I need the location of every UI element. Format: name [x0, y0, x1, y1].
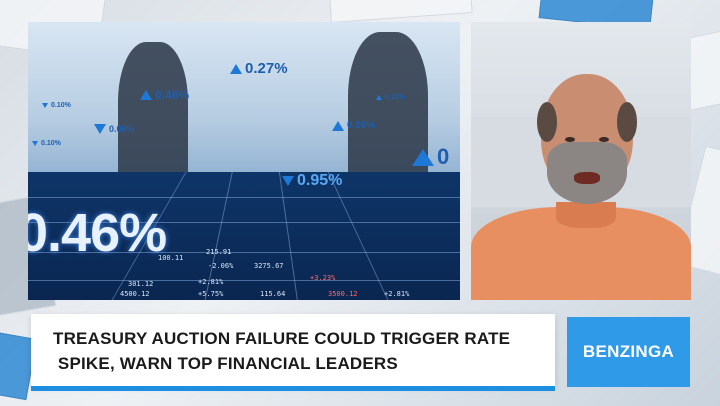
board-number: -2.06%: [208, 262, 234, 270]
brand-logo-box: BENZINGA: [567, 317, 690, 387]
board-number: +2.81%: [384, 290, 410, 298]
host-hair: [537, 102, 557, 142]
ticker-down: 0.95%: [282, 172, 342, 190]
board-number: 301.12: [128, 280, 154, 288]
ticker-down: 0.10%: [42, 102, 71, 109]
large-percent-display: 0.46%: [28, 203, 167, 263]
ticker-up: 0.06%: [332, 120, 375, 131]
down-arrow-icon: [282, 176, 294, 186]
host-mouth: [574, 172, 600, 184]
stock-market-image: 0.46% 0.27% 0.46% 0.08% 0.10% 0.10% 0.22…: [28, 22, 460, 300]
board-number: 115.64: [260, 290, 286, 298]
down-arrow-icon: [42, 103, 48, 108]
ticker-down: 0.10%: [32, 140, 61, 147]
board-number: 4500.12: [120, 290, 150, 298]
board-number: 3275.67: [254, 262, 284, 270]
up-arrow-icon: [412, 148, 434, 166]
headline-text: TREASURY AUCTION FAILURE COULD TRIGGER R…: [53, 326, 553, 376]
headline-line-2: SPIKE, WARN TOP FINANCIAL LEADERS: [53, 354, 398, 373]
headline-banner: TREASURY AUCTION FAILURE COULD TRIGGER R…: [31, 314, 555, 391]
up-arrow-icon: [376, 95, 382, 100]
board-number: +5.75%: [198, 290, 224, 298]
person-silhouette: [118, 42, 188, 192]
up-arrow-icon: [230, 63, 242, 74]
up-arrow-icon: [140, 90, 152, 100]
down-arrow-icon: [32, 141, 38, 146]
background-tile: [329, 0, 473, 23]
headline-line-1: TREASURY AUCTION FAILURE COULD TRIGGER R…: [53, 329, 511, 348]
host-video: [471, 22, 691, 300]
host-eye: [599, 137, 609, 142]
ticker-up: 0.46%: [140, 88, 189, 102]
board-number: +3.23%: [310, 274, 336, 282]
board-number: +2.81%: [198, 278, 224, 286]
host-eye: [565, 137, 575, 142]
host-hair: [617, 102, 637, 142]
ticker-up: 0.27%: [230, 60, 288, 77]
down-arrow-icon: [94, 124, 106, 134]
headline-accent-stripe: [31, 386, 555, 391]
ticker-up: 0.22%: [376, 94, 405, 101]
up-arrow-icon: [332, 120, 344, 131]
brand-logo: BENZINGA: [582, 342, 675, 361]
board-number: 215.91: [206, 248, 232, 256]
ticker-down: 0.08%: [94, 124, 135, 134]
ticker-up: 0: [412, 144, 449, 170]
ticker-board-floor: [28, 172, 460, 300]
host-collar: [556, 202, 616, 228]
board-number: 3500.12: [328, 290, 358, 298]
board-number: 100.11: [158, 254, 184, 262]
